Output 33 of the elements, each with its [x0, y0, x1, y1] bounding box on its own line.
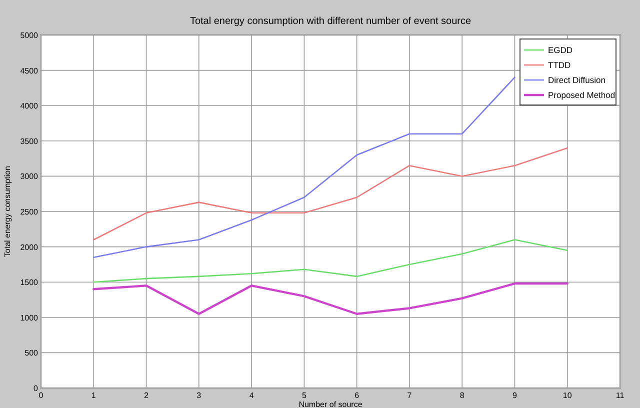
x-tick-label: 6	[354, 391, 360, 400]
x-axis-title: Number of source	[298, 400, 363, 408]
x-tick-label: 8	[460, 391, 465, 400]
y-tick-label: 3500	[20, 136, 39, 146]
legend-label: Direct Diffusion	[548, 75, 606, 85]
line-series	[92, 147, 568, 240]
y-tick-label: 2000	[20, 242, 39, 252]
y-tick-label: 500	[24, 348, 39, 358]
y-tick-label: 5000	[20, 31, 39, 40]
y-tick-label: 0	[34, 384, 39, 393]
y-tick-label: 4000	[20, 102, 39, 111]
y-tick-label: 2500	[20, 208, 39, 216]
legend-label: EGDD	[548, 45, 573, 55]
legend-label: Proposed Method	[548, 90, 616, 100]
line-series	[92, 76, 516, 258]
line-series	[92, 239, 568, 283]
x-tick-label: 4	[249, 391, 254, 400]
x-tick-label: 7	[407, 391, 412, 400]
y-tick-label: 4500	[20, 66, 39, 76]
line-series	[92, 282, 568, 315]
x-tick-label: 10	[562, 391, 572, 400]
x-tick-label: 11	[616, 391, 625, 400]
x-tick-label: 3	[196, 391, 202, 400]
chart-title: Total energy consumption with different number of event source	[190, 16, 472, 27]
legend-label: TTDD	[548, 60, 571, 70]
y-tick-label: 1000	[20, 313, 39, 322]
y-tick-label: 3000	[20, 172, 39, 182]
x-tick-label: 9	[512, 391, 518, 400]
y-axis-title: Total energy consumption	[3, 166, 12, 258]
x-tick-label: 5	[302, 391, 307, 400]
y-tick-label: 1500	[20, 278, 39, 288]
x-tick-label: 1	[91, 391, 96, 400]
x-tick-label: 2	[144, 391, 150, 400]
